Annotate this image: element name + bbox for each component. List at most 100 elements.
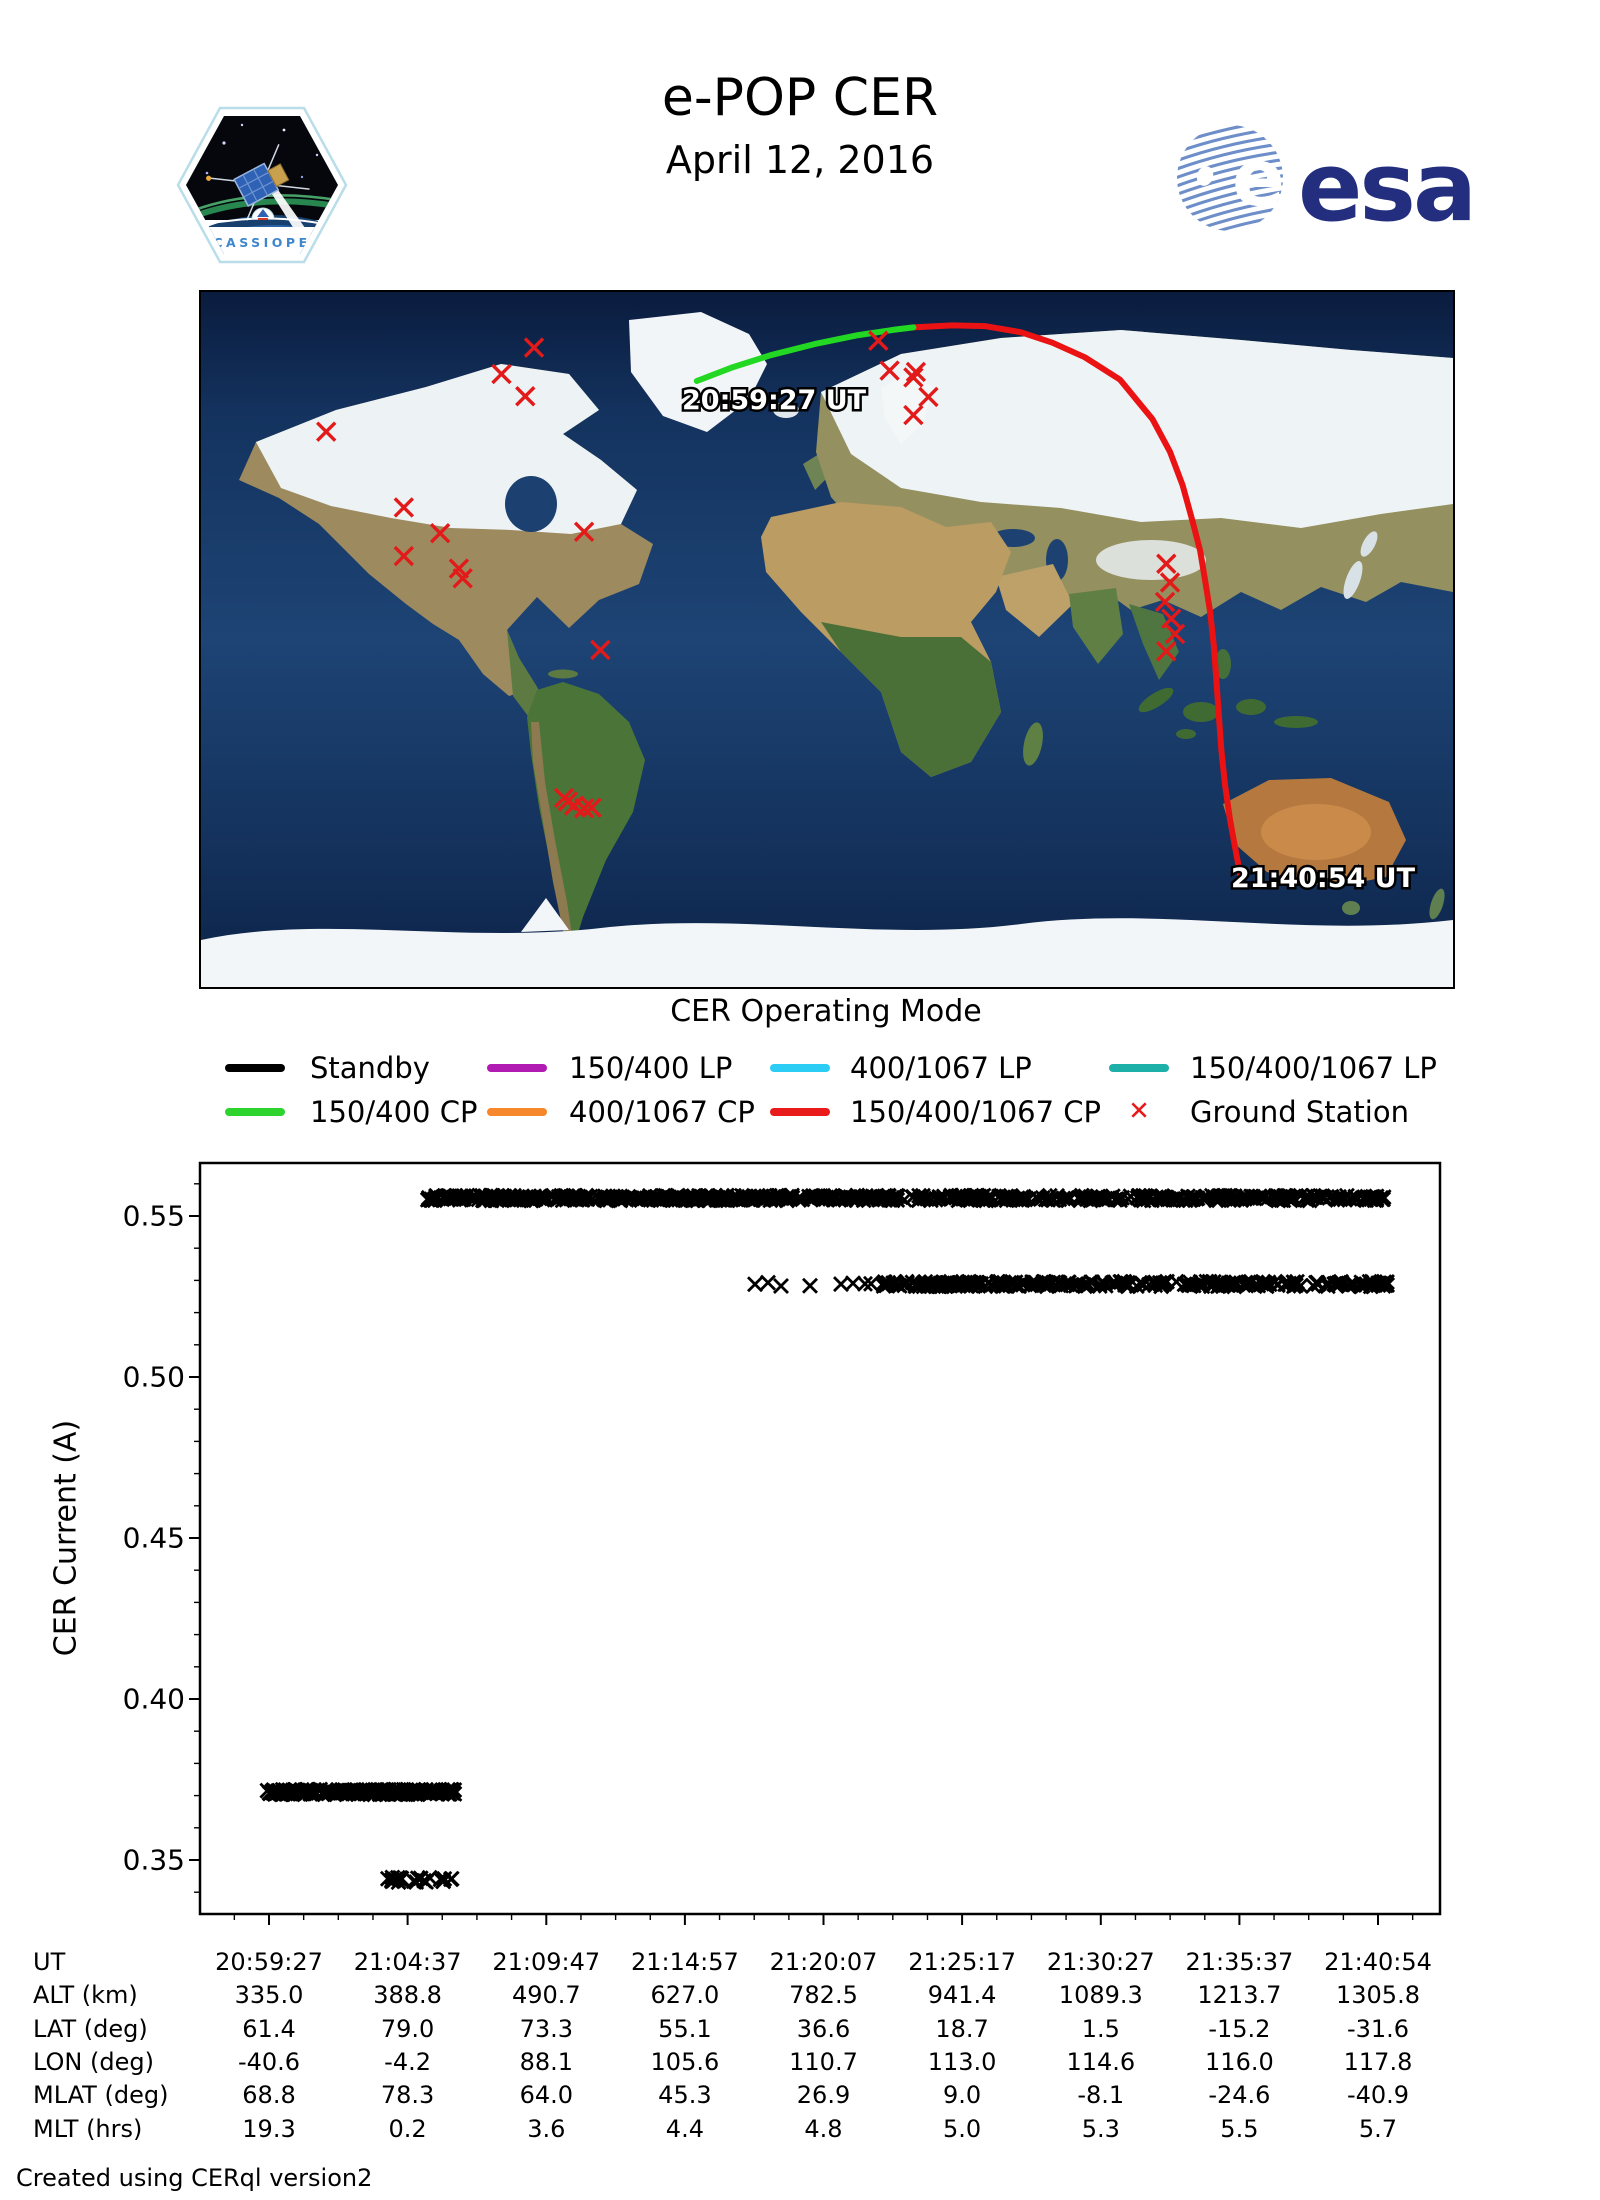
table-cell: 941.4	[927, 1981, 997, 2010]
table-cell: 490.7	[511, 1981, 581, 2010]
legend-line-swatch	[770, 1064, 830, 1072]
table-cell: 68.8	[242, 2081, 296, 2110]
svg-text:e: e	[1232, 134, 1285, 224]
y-tick-label: 0.50	[122, 1360, 185, 1394]
table-cell: 5.3	[1081, 2114, 1120, 2143]
table-cell: 782.5	[789, 1981, 858, 2010]
legend-item-label: 400/1067 LP	[850, 1051, 1032, 1085]
table-cell: 117.8	[1343, 2047, 1413, 2076]
table-row-label: UT	[33, 1948, 66, 1976]
table-cell: -15.2	[1208, 2014, 1271, 2043]
page-title: e-POP CER	[661, 68, 939, 128]
table-cell: 114.6	[1066, 2047, 1136, 2076]
table-cell: 9.0	[943, 2081, 982, 2110]
table-cell: 26.9	[796, 2081, 851, 2110]
table-row-label: LON (deg)	[33, 2047, 154, 2076]
world-map: 20:59:27 UT 21:40:54 UT	[199, 290, 1455, 989]
table-cell: 3.6	[527, 2114, 566, 2143]
ground-station-icon	[393, 545, 415, 567]
legend-item-label: 150/400 CP	[310, 1095, 478, 1129]
patch-mission-name: CASSIOPE	[213, 235, 310, 250]
table-cell: 627.0	[650, 1981, 720, 2010]
ground-station-icon	[903, 404, 924, 426]
satellite-track-green	[693, 324, 917, 384]
legend-line-swatch	[487, 1064, 547, 1072]
table-cell: 78.3	[380, 2081, 435, 2110]
ground-station-icon	[491, 363, 512, 385]
cassiope-mission-patch: CASSIOPE	[176, 106, 348, 264]
table-cell: 110.7	[789, 2047, 858, 2076]
table-cell: 21:04:37	[353, 1948, 462, 1976]
legend-line-swatch	[225, 1108, 285, 1116]
table-cell: 388.8	[373, 1981, 442, 2010]
satellite-track-red	[910, 322, 1244, 879]
cer-current-plot	[189, 1161, 1442, 1925]
ground-station-icon	[1156, 641, 1177, 662]
table-row-label: MLT (hrs)	[33, 2114, 143, 2143]
map-caption: CER Operating Mode	[670, 994, 982, 1029]
map-end-time-label: 21:40:54 UT	[1231, 863, 1416, 894]
table-cell: 61.4	[242, 2014, 296, 2043]
page-date: April 12, 2016	[665, 138, 935, 182]
legend-item-label: 150/400 LP	[569, 1051, 733, 1085]
ground-station-icon	[429, 522, 451, 544]
legend-item-label: Standby	[310, 1051, 430, 1085]
table-cell: 1089.3	[1058, 1981, 1143, 2010]
patch-artwork: CASSIOPE	[186, 116, 338, 254]
table-cell: 88.1	[519, 2047, 574, 2076]
esa-logo: e esa	[1177, 125, 1477, 243]
ground-station-icon	[515, 386, 536, 407]
scatter-band	[419, 1187, 1392, 1209]
table-cell: 116.0	[1205, 2047, 1274, 2076]
legend-line-swatch	[1109, 1064, 1169, 1072]
ground-station-icon	[1164, 623, 1186, 645]
table-cell: -4.2	[384, 2047, 431, 2076]
legend-item-label: 400/1067 CP	[569, 1095, 755, 1129]
ground-station-icon	[918, 386, 939, 408]
ground-station-icon	[573, 798, 595, 819]
table-cell: -8.1	[1077, 2081, 1125, 2110]
legend-line-swatch	[770, 1108, 830, 1116]
table-cell: 55.1	[658, 2014, 712, 2043]
table-cell: 113.0	[927, 2047, 997, 2076]
scatter-band	[259, 1781, 463, 1803]
legend-item-label: Ground Station	[1190, 1095, 1409, 1129]
table-cell: 335.0	[234, 1981, 304, 2010]
ground-station-icon	[1159, 572, 1181, 593]
ground-station-icon	[1156, 553, 1177, 574]
ground-station-icon	[1161, 608, 1182, 629]
table-cell: 1.5	[1081, 2014, 1120, 2043]
table-cell: 21:25:17	[908, 1948, 1016, 1976]
satellite-icon	[205, 144, 310, 221]
ground-station-icon	[393, 497, 415, 518]
ground-station-icon	[879, 360, 900, 381]
table-cell: 5.7	[1358, 2114, 1398, 2143]
table-cell: 1305.8	[1336, 1981, 1420, 2010]
table-cell: 21:30:27	[1046, 1948, 1155, 1976]
legend-item-label: 150/400/1067 LP	[1190, 1051, 1437, 1085]
table-cell: -24.6	[1208, 2081, 1271, 2110]
table-cell: 45.3	[658, 2081, 712, 2110]
table-cell: 79.0	[380, 2014, 435, 2043]
legend-line-swatch	[225, 1064, 285, 1072]
table-row-label: ALT (km)	[33, 1981, 138, 2010]
table-row-label: MLAT (deg)	[33, 2081, 169, 2110]
table-cell: 4.4	[665, 2114, 704, 2143]
table-cell: 36.6	[796, 2014, 851, 2043]
table-cell: 64.0	[519, 2081, 574, 2110]
table-cell: -31.6	[1346, 2014, 1410, 2043]
y-tick-label: 0.35	[122, 1843, 185, 1877]
legend-ground-station-icon: ✕	[1128, 1096, 1150, 1127]
table-cell: 73.3	[519, 2014, 574, 2043]
table-cell: 21:40:54	[1324, 1948, 1432, 1976]
table-cell: 0.2	[388, 2114, 427, 2143]
y-axis-label: CER Current (A)	[48, 1419, 84, 1657]
table-cell: 105.6	[650, 2047, 720, 2076]
legend-item-label: 150/400/1067 CP	[850, 1095, 1102, 1129]
esa-wordmark: esa	[1298, 133, 1474, 243]
esa-globe-icon: e	[1177, 125, 1285, 231]
table-cell: 21:20:07	[769, 1948, 878, 1976]
footer-credit: Created using CERql version2	[16, 2164, 373, 2192]
table-row-label: LAT (deg)	[33, 2014, 148, 2043]
